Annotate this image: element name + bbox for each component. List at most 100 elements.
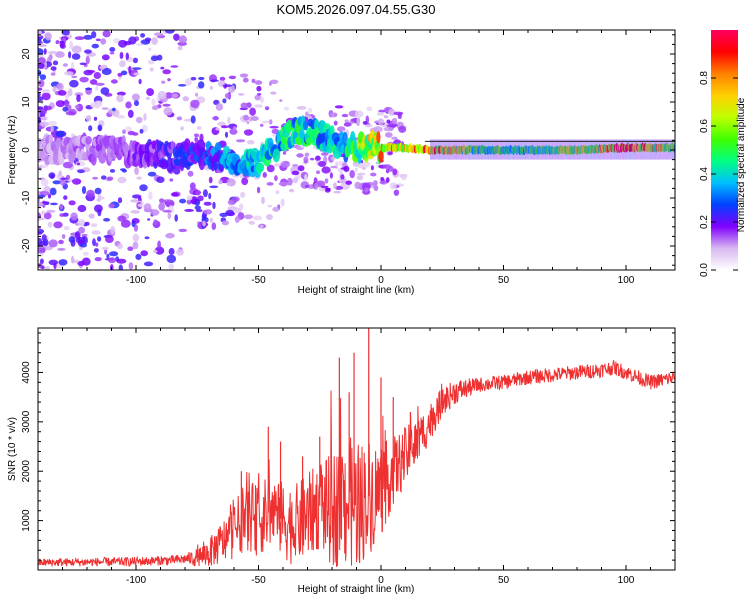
spectrogram-noise-blob <box>278 181 289 186</box>
spectrogram-noise-blob <box>38 194 46 198</box>
spectrogram-band-halo <box>464 139 467 160</box>
spectrogram-noise-blob <box>236 139 246 143</box>
spectrogram-noise-blob <box>85 56 90 65</box>
spectrogram-noise-blob <box>159 198 165 203</box>
spectrogram-noise-blob <box>38 48 44 55</box>
spectrogram-band-halo <box>508 139 511 160</box>
spectrogram-noise-blob <box>151 98 156 106</box>
spectrogram-noise-blob <box>308 107 312 113</box>
spectrogram-band-halo <box>574 139 577 160</box>
spectrogram-noise-blob <box>334 185 344 190</box>
spectrogram-noise-blob <box>59 179 66 186</box>
spectrogram-noise-blob <box>68 200 76 206</box>
spectrogram-band-halo <box>483 139 487 160</box>
spectrogram-noise-blob <box>148 191 153 200</box>
spectrogram-noise-blob <box>77 204 87 213</box>
colorbar-tick-label: 0.6 <box>699 119 710 133</box>
spectrogram-noise-blob <box>333 190 342 194</box>
snr-ylabel: SNR (10 * v/v) <box>7 417 18 481</box>
spectrogram-noise-blob <box>55 40 60 45</box>
spectrogram-noise-blob <box>147 59 155 65</box>
spectrogram-noise-blob <box>143 203 152 212</box>
spectrogram-noise-blob <box>38 79 45 88</box>
spectrogram-noise-blob <box>391 117 398 125</box>
spectrogram-noise-blob <box>354 181 361 190</box>
spectrogram-noise-blob <box>108 257 116 264</box>
spectrogram-noise-blob <box>184 208 195 212</box>
spectrogram-noise-blob <box>113 38 120 44</box>
spectrogram-noise-blob <box>267 204 273 208</box>
colorbar-tick-label: 0.2 <box>699 215 710 229</box>
spectrogram-noise-blob <box>279 99 283 102</box>
spectrogram-noise-blob <box>212 201 216 210</box>
spectrogram-band-halo <box>503 139 506 160</box>
snr-axes: -100 -50 0 50 100 1000 2000 3000 4000 <box>21 328 676 586</box>
spectrogram-noise-blob <box>102 30 111 38</box>
spectrogram-noise-blob <box>38 237 43 245</box>
spectrogram-band-halo <box>640 139 644 160</box>
spectrogram-noise-blob <box>220 125 229 129</box>
spectrogram-noise-blob <box>93 116 98 121</box>
spectrogram-noise-blob <box>50 66 57 71</box>
spectrogram-noise-blob <box>62 63 68 67</box>
spectrogram-noise-blob <box>221 220 229 226</box>
spectrogram-noise-blob <box>125 126 132 132</box>
spectrogram-noise-blob <box>304 152 310 157</box>
spectrogram-noise-blob <box>118 264 123 270</box>
spectrogram-ridge-blob <box>272 148 281 163</box>
spectrogram-noise-blob <box>229 128 238 135</box>
spectrogram-noise-blob <box>364 124 373 128</box>
spectrogram-noise-blob <box>127 130 135 136</box>
spectrogram-band-halo <box>510 139 514 160</box>
spectrogram-noise-blob <box>383 126 394 132</box>
spectrogram-noise-blob <box>179 198 187 204</box>
spectrogram-noise-blob <box>238 93 245 96</box>
spectrogram-noise-blob <box>362 121 368 125</box>
spectrogram-band-halo <box>535 139 538 160</box>
spectrogram-noise-blob <box>184 78 193 86</box>
spectrogram-noise-blob <box>305 184 310 188</box>
spectrogram-noise-blob <box>161 80 166 84</box>
spectrogram-band-halo <box>633 139 636 160</box>
spectrogram-ytick-label: -10 <box>21 190 32 205</box>
spectrogram-noise-blob <box>153 32 164 37</box>
spectrogram-noise-blob <box>345 180 353 185</box>
spectrogram-noise-blob <box>219 76 226 81</box>
spectrogram-noise-blob <box>59 213 65 217</box>
spectrogram-noise-blob <box>354 110 364 118</box>
spectrogram-noise-blob <box>288 188 295 193</box>
spectrogram-band-halo <box>430 139 433 160</box>
spectrogram-noise-blob <box>195 92 199 97</box>
spectrogram-noise-blob <box>195 209 203 213</box>
spectrogram-noise-blob <box>94 187 102 195</box>
spectrogram-noise-blob <box>97 236 102 242</box>
spectrogram-noise-blob <box>76 94 81 102</box>
spectrogram-noise-blob <box>59 40 65 49</box>
spectrogram-band-halo <box>437 139 440 160</box>
spectrogram-noise-blob <box>321 152 329 156</box>
spectrogram-band-halo <box>444 139 448 160</box>
spectrogram-noise-blob <box>239 203 244 211</box>
spectrogram-noise-blob <box>377 118 385 126</box>
spectrogram-noise-blob <box>101 67 112 76</box>
spectrogram-noise-blob <box>41 92 51 101</box>
spectrogram-noise-blob <box>209 217 214 223</box>
spectrogram-xtick-label: 100 <box>618 275 635 286</box>
spectrogram-noise-blob <box>215 103 224 111</box>
spectrogram-noise-blob <box>55 100 65 108</box>
spectrogram-noise-blob <box>120 219 131 228</box>
spectrogram-xtick-label: 50 <box>498 275 510 286</box>
spectrogram-noise-blob <box>44 105 52 111</box>
spectrogram-noise-blob <box>269 125 279 129</box>
spectrogram-noise-blob <box>194 190 201 196</box>
spectrogram-noise-blob <box>227 116 231 125</box>
spectrogram-noise-blob <box>297 165 305 172</box>
spectrogram-noise-blob <box>100 38 107 45</box>
spectrogram-noise-blob <box>58 170 62 177</box>
spectrogram-noise-blob <box>61 234 66 239</box>
spectrogram-noise-blob <box>269 79 279 85</box>
spectrogram-band-halo <box>621 139 624 160</box>
spectrogram-noise-blob <box>304 174 308 181</box>
spectrogram-noise-blob <box>71 45 82 54</box>
spectrogram-band-halo <box>662 139 666 160</box>
